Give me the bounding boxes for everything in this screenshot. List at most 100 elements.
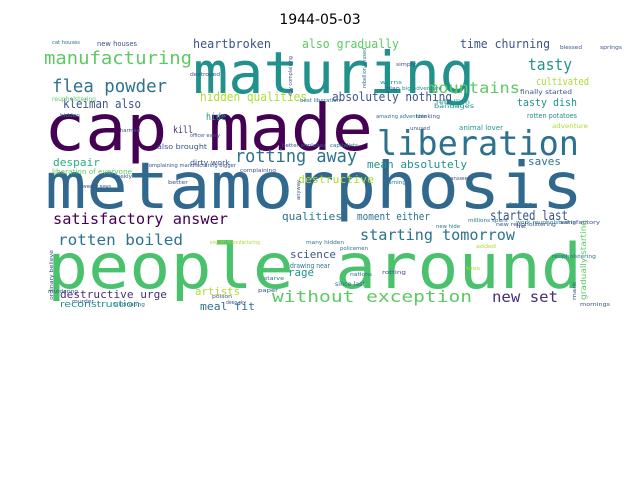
cloud-word: complaining manufacturing bigger [146, 163, 237, 169]
cloud-word: reconstruction [60, 300, 140, 310]
cloud-word: started last [490, 209, 568, 224]
cloud-word: reupholstering [52, 96, 96, 103]
cloud-word: qualities [282, 210, 342, 223]
cloud-word: drawing [508, 202, 532, 208]
cloud-word: since last [335, 281, 366, 288]
cloud-word: bandages [434, 103, 474, 110]
cloud-word: finally started [520, 89, 572, 96]
cloud-word: kleiman also [63, 97, 141, 111]
cloud-word: moment either [357, 210, 430, 223]
cloud-word: blessed [560, 45, 582, 51]
cloud-word: drawing near [290, 262, 330, 270]
cloud-word: animal lover [459, 124, 503, 132]
cloud-word: metamorphosis [45, 150, 583, 224]
cloud-word: rotting away [235, 146, 357, 167]
cloud-word: harmed [120, 128, 140, 134]
cloud-word: deep sky [226, 300, 246, 306]
cloud-word: manufacturing [44, 48, 192, 69]
cloud-word: murder [72, 299, 95, 305]
cloud-word: artists [195, 285, 240, 298]
cloud-word: rebellion unused [362, 48, 368, 88]
cloud-word: big adventure [402, 86, 442, 92]
cloud-word: hidden [60, 113, 80, 119]
cloud-word: english manufacturing [210, 240, 260, 246]
cloud-word: springs [600, 45, 622, 51]
cloud-word: destroyed [190, 72, 220, 78]
cloud-word: new hide [436, 224, 460, 230]
cloud-word: also gradually [302, 37, 399, 51]
cloud-word: hide [206, 112, 226, 123]
cloud-word: satisfactory [560, 220, 600, 226]
cloud-word: absolutely nothing [332, 90, 452, 104]
cloud-word: saves [528, 155, 561, 168]
cloud-word: kill [173, 125, 193, 136]
cloud-word: liberation of everyone [52, 168, 132, 176]
cloud-word: better [168, 180, 189, 186]
cloud-word: new reupholstering [496, 222, 556, 228]
cloud-word: complaining [240, 168, 276, 174]
cloud-word: mountains [428, 79, 520, 97]
cloud-word: millions spent [468, 218, 508, 224]
cloud-word: mark [572, 282, 578, 300]
cloud-word: loss [466, 266, 481, 272]
cloud-word: fascinating [113, 302, 145, 308]
cloud-word: anyway [296, 180, 302, 200]
cloud-word: capitalists [330, 143, 358, 149]
cloud-word: destructive urge [60, 288, 167, 301]
cloud-word: simply [396, 62, 416, 68]
cloud-word: also brought [157, 143, 207, 151]
cloud-word: rotten boiled [58, 231, 183, 249]
cloud-word: nations [350, 272, 372, 278]
cloud-word: cat houses [52, 40, 80, 46]
cloud-word: maturing [193, 39, 475, 107]
cloud-word: destructive [298, 173, 374, 186]
cloud-word: rebellion [436, 99, 470, 106]
cloud-word: warns [380, 80, 403, 86]
cloud-word: tasty [528, 55, 572, 74]
cloud-word: many hidden [306, 240, 344, 246]
cloud-word: better airplanes [282, 143, 326, 149]
cloud-word: without exception [272, 287, 472, 306]
cloud-word: mornings [580, 302, 611, 308]
cloud-word: burning [384, 180, 406, 186]
cloud-word: tasty dish [517, 96, 577, 109]
cloud-word: ordinary believe [49, 250, 55, 300]
page-title: 1944-05-03 [279, 12, 361, 28]
cloud-word: rotten potatoes [527, 112, 577, 120]
cloud-word: dirty work [190, 159, 231, 167]
cloud-word: paper [258, 288, 279, 294]
cloud-word: time churning [460, 37, 550, 51]
cloud-word: amazing adventure [376, 114, 426, 120]
cloud-word: work reupholstering [516, 220, 576, 226]
cloud-word: murdering [48, 289, 78, 295]
cloud-word: plan [386, 86, 400, 92]
cloud-word: weekly [112, 174, 132, 180]
cloud-word: despair [53, 156, 100, 169]
cloud-word: day complaining [288, 56, 294, 96]
cloud-word: cap made [44, 92, 373, 166]
cloud-word: cultivated [536, 75, 589, 88]
cloud-word: officer every [190, 133, 220, 139]
cloud-word: satisfactory answer [53, 210, 228, 228]
cloud-word: new houses [97, 40, 137, 48]
cloud-word: rotting [382, 270, 406, 276]
cloud-word: science [290, 248, 336, 261]
cloud-word: adventure [552, 123, 588, 130]
cloud-word: reupholstering [552, 254, 596, 260]
cloud-word: policemen [340, 246, 368, 252]
cloud-word: liberation [377, 124, 579, 164]
cloud-word: gradually starting [579, 220, 588, 300]
cloud-word: meal fit [200, 300, 255, 313]
cloud-word: starting tomorrow [360, 226, 516, 244]
cloud-word: lie [516, 224, 526, 230]
cloud-word: heartbroken [193, 37, 271, 51]
cloud-word: poison [212, 294, 232, 300]
cloud-word: thinking [416, 114, 440, 120]
cloud-word: hidden qualities [200, 90, 307, 104]
cloud-word: new set [492, 288, 558, 306]
cloud-word: people around [47, 230, 582, 303]
cloud-word: unused [410, 126, 430, 132]
cloud-word: rage [288, 266, 314, 279]
cloud-word: best liberation [300, 98, 340, 104]
